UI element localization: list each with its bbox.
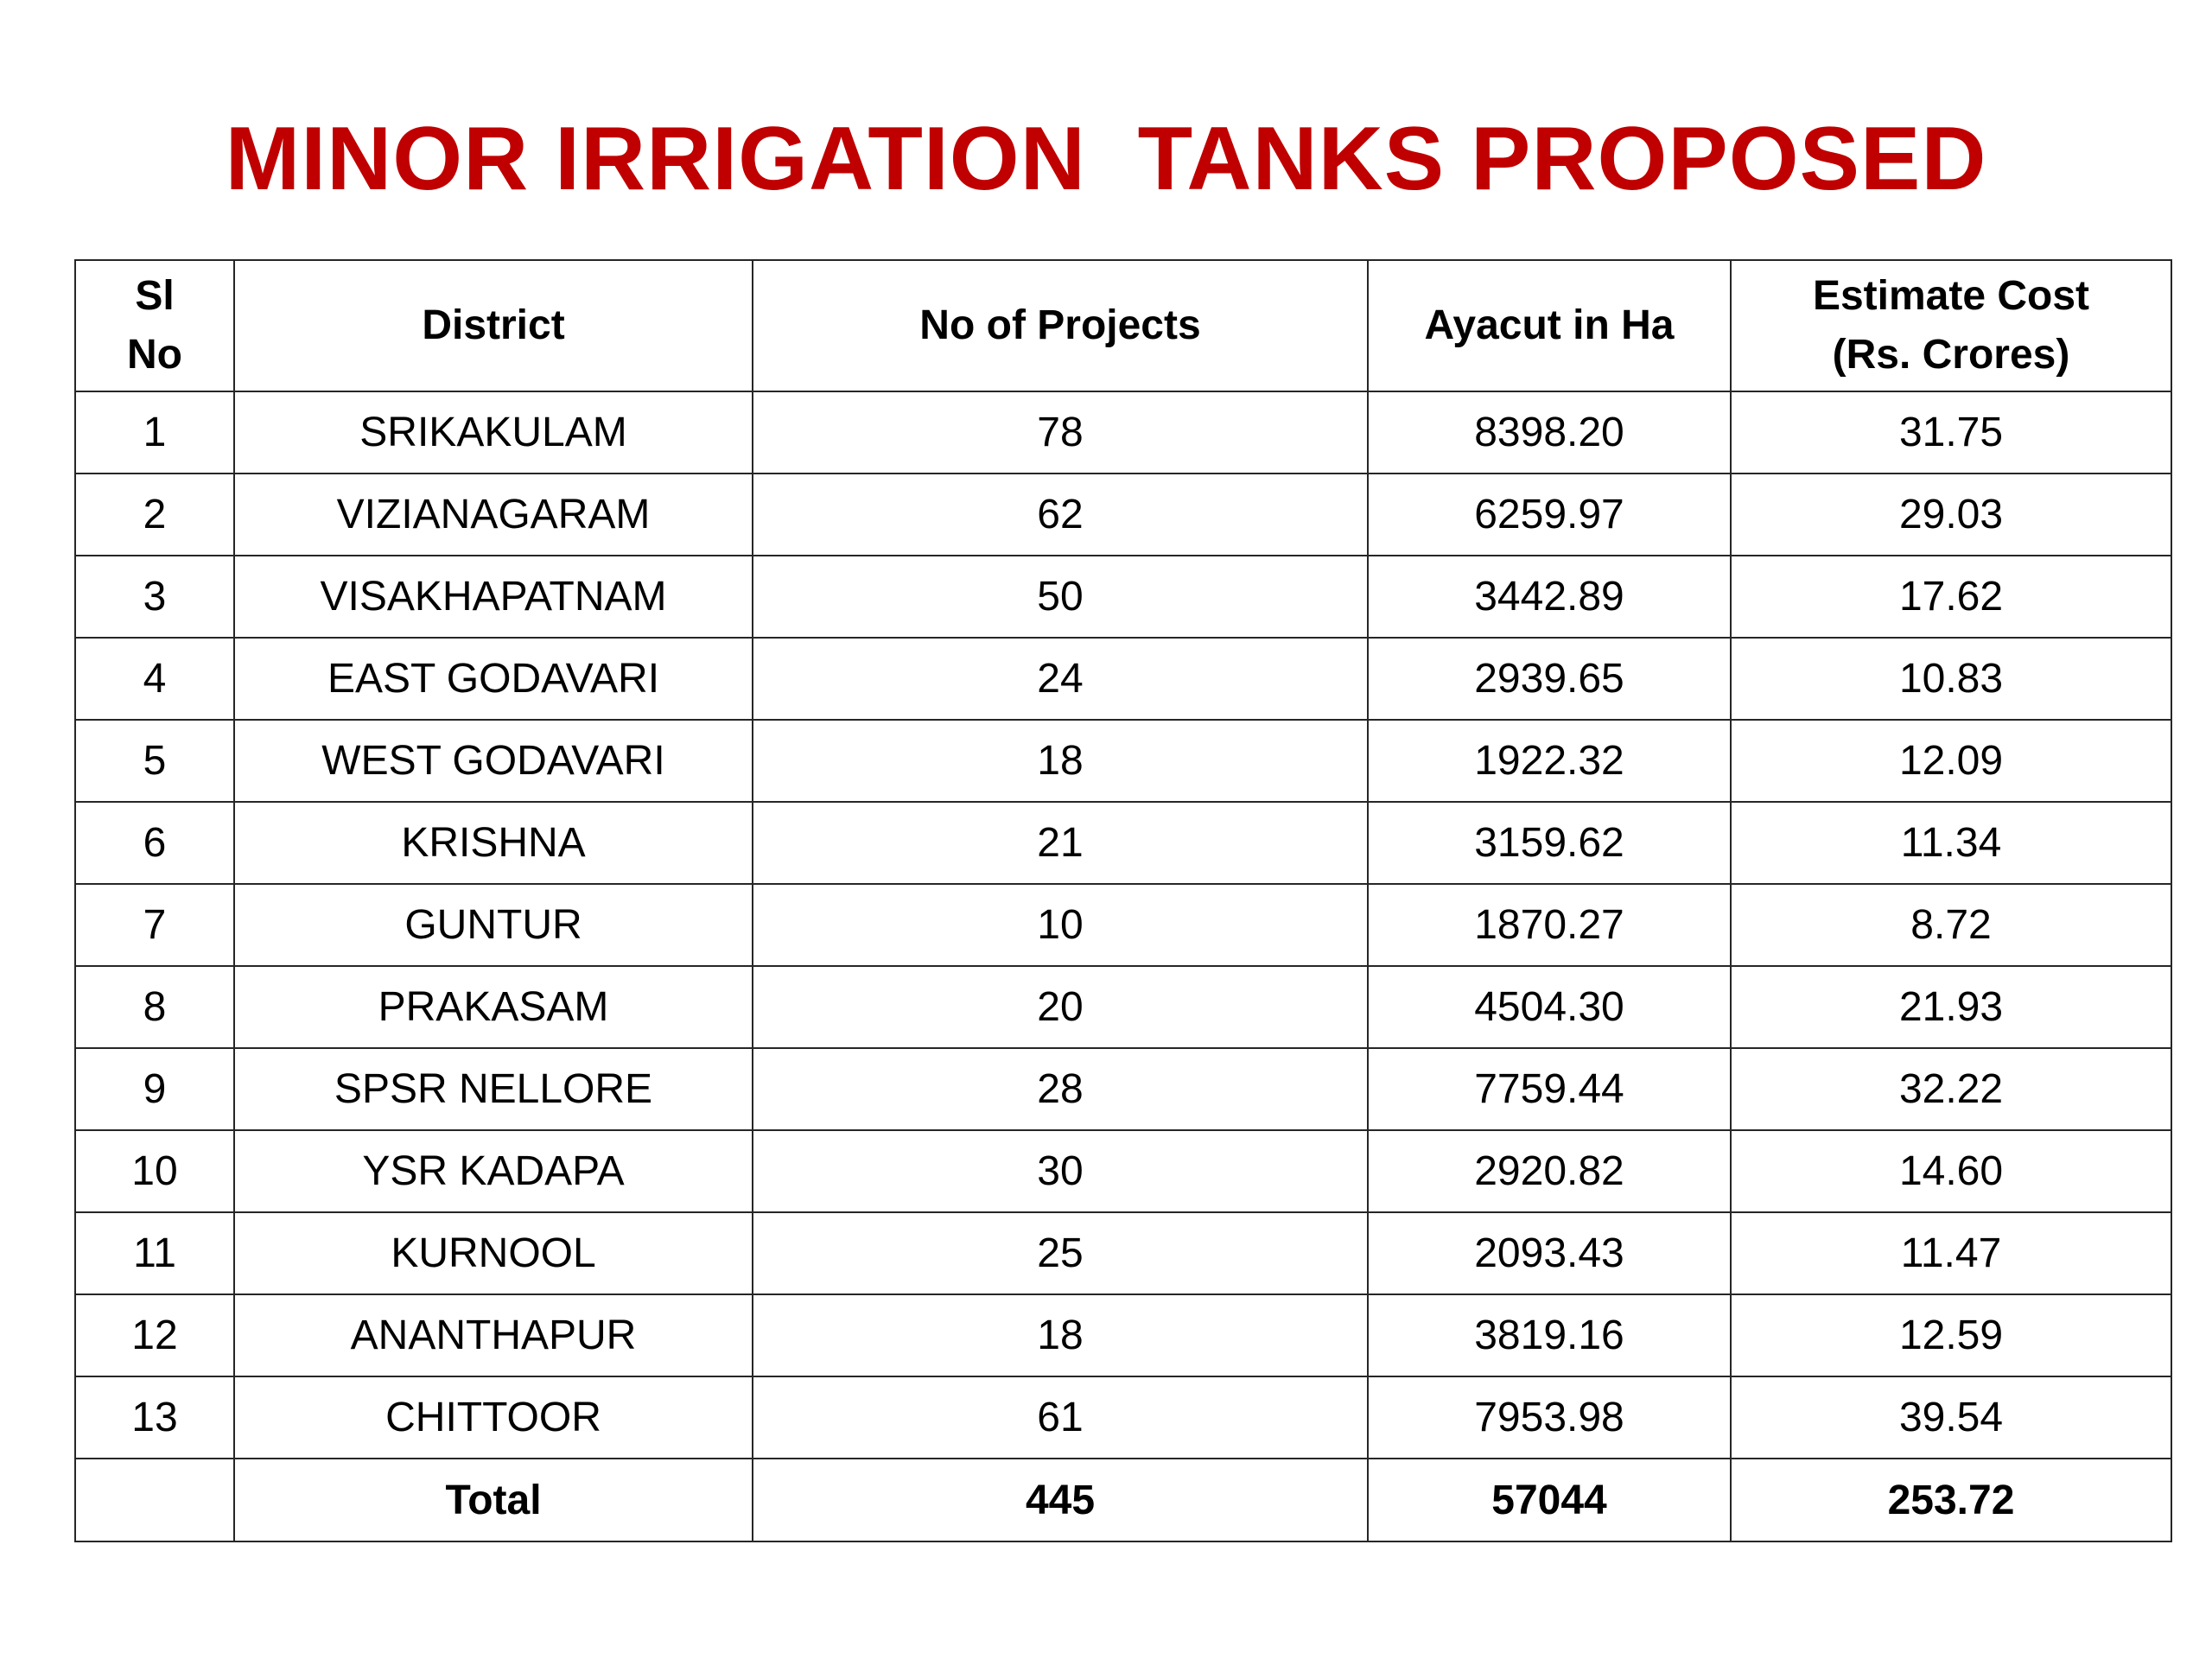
cell-cost: 29.03	[1730, 473, 2172, 556]
cell-projects: 28	[752, 1047, 1369, 1131]
cell-ayacut: 1870.27	[1367, 883, 1732, 967]
cell-district: VISAKHAPATNAM	[233, 555, 753, 639]
cell-sl-no: 10	[74, 1129, 235, 1213]
cell-projects: 21	[752, 801, 1369, 885]
header-sl-no: Sl No	[74, 259, 235, 392]
header-ayacut: Ayacut in Ha	[1367, 259, 1732, 392]
cell-ayacut: 1922.32	[1367, 719, 1732, 803]
cell-sl-no: 13	[74, 1376, 235, 1459]
cell-cost: 10.83	[1730, 637, 2172, 721]
table-total-row: Total 445 57044 253.72	[74, 1458, 2172, 1542]
cell-sl-no: 7	[74, 883, 235, 967]
cell-cost: 12.09	[1730, 719, 2172, 803]
table-row: 1 SRIKAKULAM 78 8398.20 31.75	[74, 391, 2172, 474]
cell-sl-no: 3	[74, 555, 235, 639]
cell-projects: 18	[752, 1294, 1369, 1377]
cell-cost: 17.62	[1730, 555, 2172, 639]
table-row: 10 YSR KADAPA 30 2920.82 14.60	[74, 1129, 2172, 1213]
cell-cost: 14.60	[1730, 1129, 2172, 1213]
table-row: 4 EAST GODAVARI 24 2939.65 10.83	[74, 637, 2172, 721]
cell-cost: 8.72	[1730, 883, 2172, 967]
table-row: 13 CHITTOOR 61 7953.98 39.54	[74, 1376, 2172, 1459]
table-row: 11 KURNOOL 25 2093.43 11.47	[74, 1211, 2172, 1295]
cell-district: WEST GODAVARI	[233, 719, 753, 803]
cell-cost: 21.93	[1730, 965, 2172, 1049]
cell-projects: 62	[752, 473, 1369, 556]
cell-ayacut: 3442.89	[1367, 555, 1732, 639]
total-cost: 253.72	[1730, 1458, 2172, 1542]
cell-ayacut: 6259.97	[1367, 473, 1732, 556]
cell-ayacut: 7759.44	[1367, 1047, 1732, 1131]
table-row: 5 WEST GODAVARI 18 1922.32 12.09	[74, 719, 2172, 803]
cell-projects: 25	[752, 1211, 1369, 1295]
cell-cost: 11.34	[1730, 801, 2172, 885]
cell-ayacut: 3819.16	[1367, 1294, 1732, 1377]
table-row: 12 ANANTHAPUR 18 3819.16 12.59	[74, 1294, 2172, 1377]
table-header-row: Sl No District No of Projects Ayacut in …	[74, 259, 2172, 392]
header-estimate-cost-line1: Estimate Cost	[1812, 273, 2090, 319]
cell-cost: 11.47	[1730, 1211, 2172, 1295]
cell-projects: 10	[752, 883, 1369, 967]
cell-sl-no: 11	[74, 1211, 235, 1295]
cell-ayacut: 8398.20	[1367, 391, 1732, 474]
cell-projects: 30	[752, 1129, 1369, 1213]
cell-district: KRISHNA	[233, 801, 753, 885]
cell-district: PRAKASAM	[233, 965, 753, 1049]
cell-ayacut: 2093.43	[1367, 1211, 1732, 1295]
cell-district: GUNTUR	[233, 883, 753, 967]
header-no-of-projects: No of Projects	[752, 259, 1369, 392]
page-title: MINOR IRRIGATION TANKS PROPOSED	[225, 109, 1987, 209]
cell-sl-no: 6	[74, 801, 235, 885]
cell-ayacut: 7953.98	[1367, 1376, 1732, 1459]
cell-projects: 20	[752, 965, 1369, 1049]
cell-projects: 24	[752, 637, 1369, 721]
table-row: 8 PRAKASAM 20 4504.30 21.93	[74, 965, 2172, 1049]
cell-cost: 31.75	[1730, 391, 2172, 474]
cell-district: VIZIANAGARAM	[233, 473, 753, 556]
cell-sl-no: 8	[74, 965, 235, 1049]
cell-district: KURNOOL	[233, 1211, 753, 1295]
cell-ayacut: 3159.62	[1367, 801, 1732, 885]
cell-district: ANANTHAPUR	[233, 1294, 753, 1377]
table-row: 6 KRISHNA 21 3159.62 11.34	[74, 801, 2172, 885]
header-district: District	[233, 259, 753, 392]
cell-district: CHITTOOR	[233, 1376, 753, 1459]
table-row: 3 VISAKHAPATNAM 50 3442.89 17.62	[74, 555, 2172, 639]
table-row: 7 GUNTUR 10 1870.27 8.72	[74, 883, 2172, 967]
total-projects: 445	[752, 1458, 1369, 1542]
total-ayacut: 57044	[1367, 1458, 1732, 1542]
cell-projects: 61	[752, 1376, 1369, 1459]
cell-sl-no: 4	[74, 637, 235, 721]
cell-projects: 18	[752, 719, 1369, 803]
cell-projects: 50	[752, 555, 1369, 639]
table-row: 2 VIZIANAGARAM 62 6259.97 29.03	[74, 473, 2172, 556]
cell-district: YSR KADAPA	[233, 1129, 753, 1213]
irrigation-tanks-table: Sl No District No of Projects Ayacut in …	[74, 259, 2172, 1542]
cell-district: SPSR NELLORE	[233, 1047, 753, 1131]
cell-projects: 78	[752, 391, 1369, 474]
cell-cost: 39.54	[1730, 1376, 2172, 1459]
header-sl-no-line2: No	[127, 332, 182, 378]
cell-ayacut: 2939.65	[1367, 637, 1732, 721]
total-sl-no	[74, 1458, 235, 1542]
cell-district: SRIKAKULAM	[233, 391, 753, 474]
cell-sl-no: 12	[74, 1294, 235, 1377]
table-row: 9 SPSR NELLORE 28 7759.44 32.22	[74, 1047, 2172, 1131]
header-sl-no-line1: Sl	[135, 273, 175, 319]
cell-district: EAST GODAVARI	[233, 637, 753, 721]
cell-cost: 32.22	[1730, 1047, 2172, 1131]
total-label: Total	[233, 1458, 753, 1542]
cell-sl-no: 5	[74, 719, 235, 803]
header-estimate-cost-line2: (Rs. Crores)	[1832, 332, 2070, 378]
cell-cost: 12.59	[1730, 1294, 2172, 1377]
cell-ayacut: 2920.82	[1367, 1129, 1732, 1213]
header-estimate-cost: Estimate Cost (Rs. Crores)	[1730, 259, 2172, 392]
cell-sl-no: 2	[74, 473, 235, 556]
cell-sl-no: 9	[74, 1047, 235, 1131]
cell-sl-no: 1	[74, 391, 235, 474]
cell-ayacut: 4504.30	[1367, 965, 1732, 1049]
